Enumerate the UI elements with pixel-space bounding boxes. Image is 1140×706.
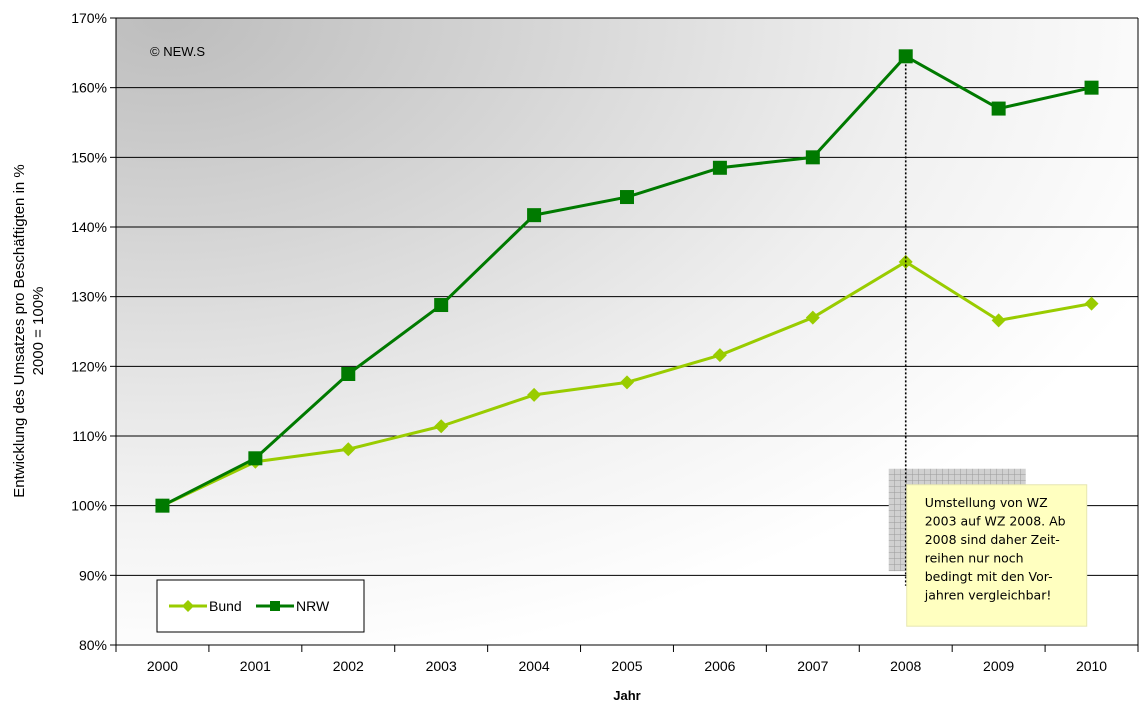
point-nrw bbox=[991, 101, 1006, 116]
x-axis: 2000 2001 2002 2003 2004 2005 2006 2007 2008 2009… bbox=[115, 644, 1139, 674]
legend-marker-nrw bbox=[270, 601, 280, 611]
x-tick-label: 2002 bbox=[333, 658, 364, 674]
annotation-line: Umstellung von WZ bbox=[925, 495, 1048, 510]
point-bund bbox=[434, 419, 449, 434]
y-tick-label: 100% bbox=[71, 498, 107, 514]
legend: Bund NRW bbox=[156, 579, 365, 633]
point-nrw bbox=[712, 160, 727, 175]
y-tick-label: 170% bbox=[71, 10, 107, 26]
series-layer bbox=[155, 49, 1099, 513]
point-bund bbox=[1084, 296, 1099, 311]
point-nrw bbox=[527, 208, 542, 223]
annotation-line: reihen nur noch bbox=[925, 550, 1024, 565]
y-tick-label: 90% bbox=[79, 567, 107, 583]
y-tick-label: 160% bbox=[71, 80, 107, 96]
point-nrw bbox=[434, 298, 449, 313]
legend-label-nrw: NRW bbox=[296, 598, 330, 614]
point-nrw bbox=[155, 498, 170, 513]
y-tick-label: 140% bbox=[71, 219, 107, 235]
y-tick-label: 120% bbox=[71, 358, 107, 374]
point-nrw bbox=[1084, 80, 1099, 95]
x-axis-title: Jahr bbox=[613, 688, 640, 703]
x-tick-label: 2006 bbox=[704, 658, 735, 674]
point-nrw bbox=[248, 451, 263, 466]
y-axis-title-sub: 2000 = 100% bbox=[30, 287, 47, 376]
annotation-line: bedingt mit den Vor- bbox=[925, 569, 1053, 584]
point-nrw bbox=[620, 190, 634, 205]
x-tick-label: 2000 bbox=[147, 658, 178, 674]
x-tick-label: 2001 bbox=[240, 658, 271, 674]
point-bund bbox=[527, 387, 542, 402]
x-tick-label: 2004 bbox=[519, 658, 550, 674]
copyright-label: © NEW.S bbox=[150, 44, 205, 59]
point-bund bbox=[805, 310, 820, 325]
annotation-line: 2008 sind daher Zeit- bbox=[925, 532, 1060, 547]
y-axis: 80% 90% 100% 110% 120% 130% 140% 150% 160% 170% bbox=[71, 10, 1139, 653]
point-nrw bbox=[805, 150, 820, 165]
y-axis-title: Entwicklung des Umsatzes pro Beschäftigt… bbox=[11, 164, 28, 498]
point-bund bbox=[991, 313, 1006, 328]
point-bund bbox=[620, 375, 634, 390]
x-tick-label: 2010 bbox=[1076, 658, 1107, 674]
annotation-note: Umstellung von WZ 2003 auf WZ 2008. Ab 200… bbox=[904, 64, 1088, 627]
x-tick-label: 2003 bbox=[426, 658, 457, 674]
legend-marker-bund bbox=[182, 600, 194, 612]
x-tick-label: 2007 bbox=[797, 658, 828, 674]
legend-label-bund: Bund bbox=[209, 598, 242, 614]
y-tick-label: 110% bbox=[72, 428, 107, 444]
x-tick-label: 2008 bbox=[890, 658, 921, 674]
y-tick-label: 130% bbox=[71, 289, 107, 305]
x-tick-label: 2009 bbox=[983, 658, 1014, 674]
annotation-line: jahren vergleichbar! bbox=[924, 587, 1052, 602]
gridlines bbox=[116, 17, 1138, 646]
y-tick-label: 80% bbox=[79, 637, 107, 653]
y-tick-label: 150% bbox=[71, 149, 107, 165]
x-tick-label: 2005 bbox=[611, 658, 642, 674]
annotation-box bbox=[906, 484, 1088, 627]
point-bund bbox=[712, 348, 727, 363]
annotation-line: 2003 auf WZ 2008. Ab bbox=[925, 513, 1066, 528]
point-bund bbox=[341, 442, 356, 457]
point-nrw bbox=[898, 49, 913, 64]
point-nrw bbox=[341, 366, 356, 381]
